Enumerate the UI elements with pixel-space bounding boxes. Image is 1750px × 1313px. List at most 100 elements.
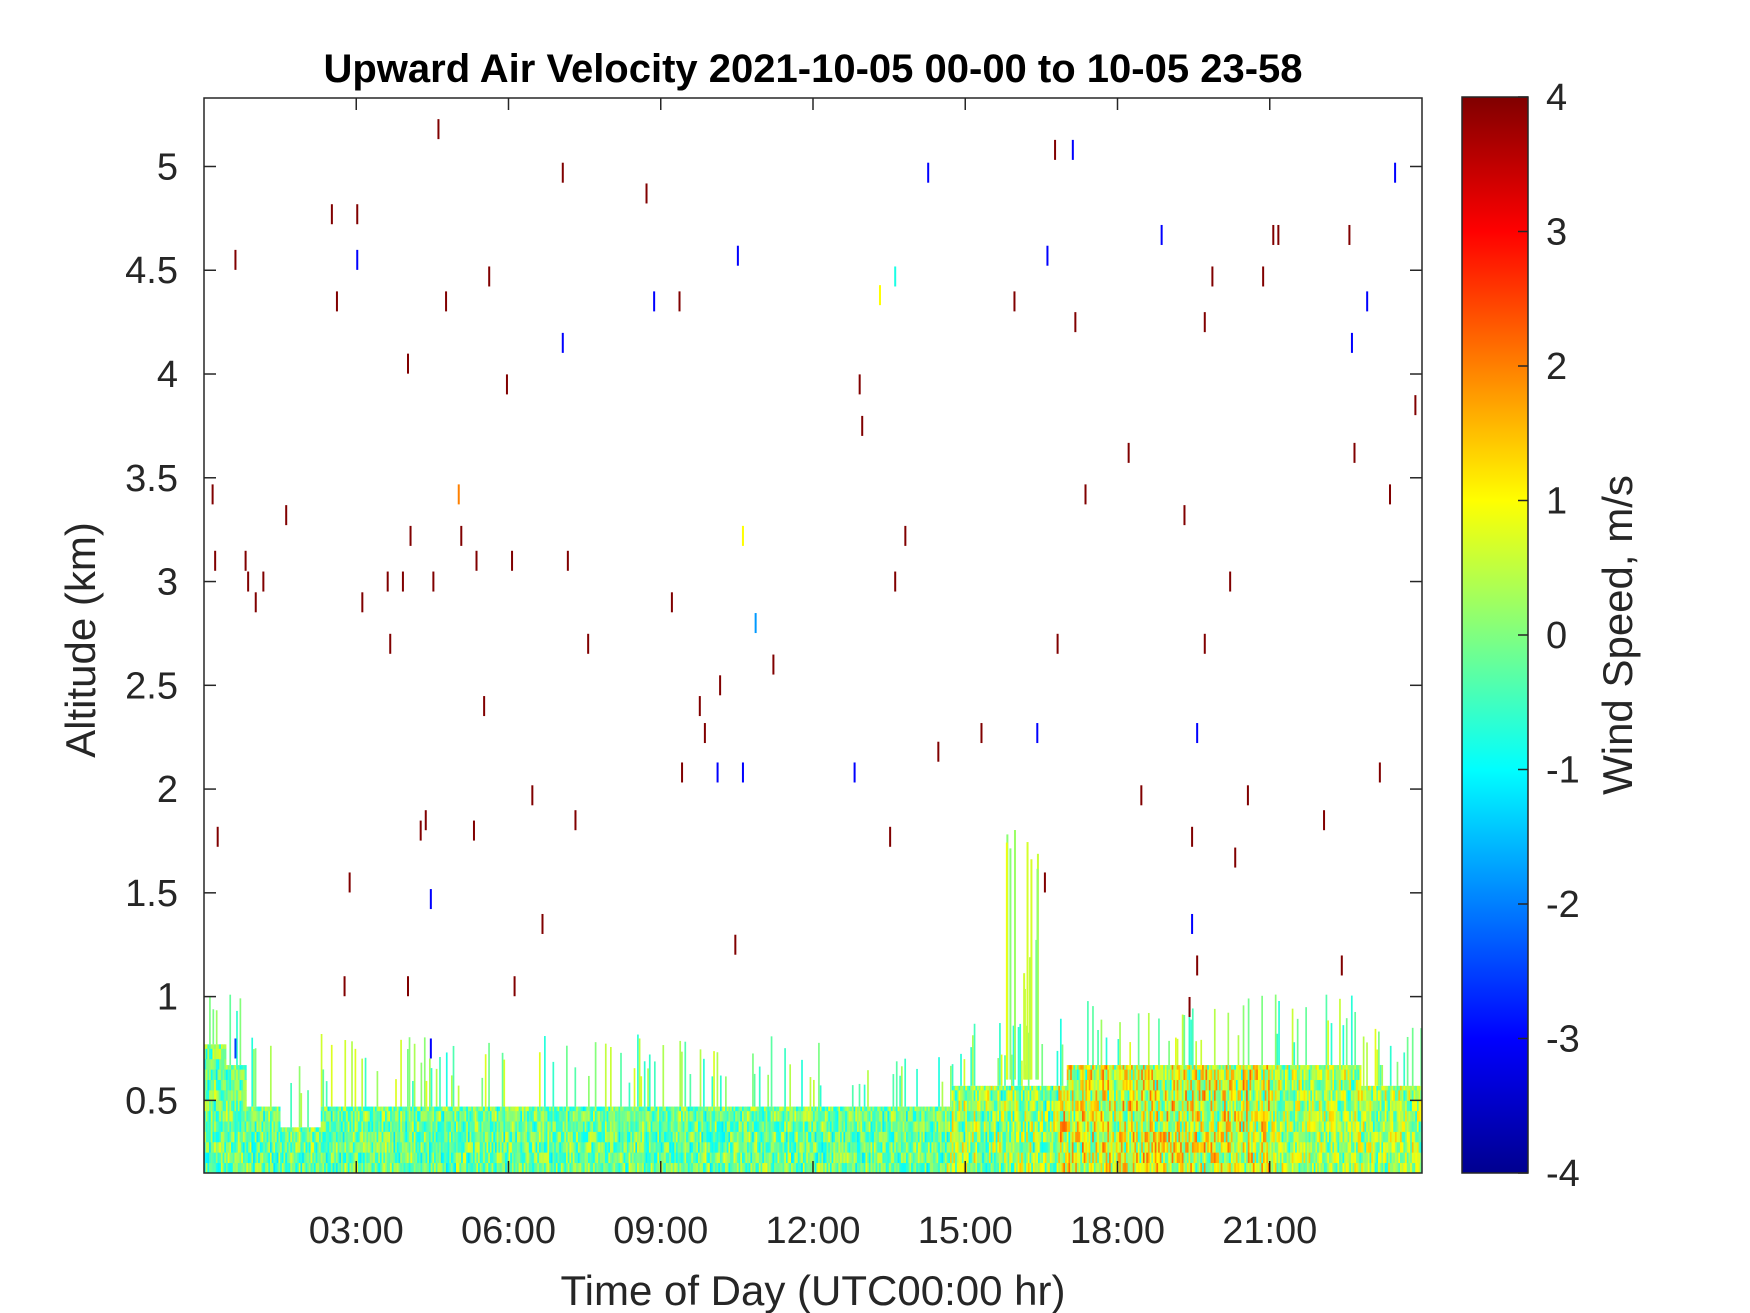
heatmap-cell — [977, 1131, 980, 1143]
heatmap-cell — [730, 1131, 733, 1143]
heatmap-cell — [354, 1048, 357, 1107]
heatmap-cell — [1002, 1085, 1005, 1091]
heatmap-cell — [569, 1152, 572, 1164]
heatmap-cell — [887, 1131, 890, 1143]
heatmap-cell — [461, 1121, 464, 1132]
heatmap-cell — [745, 1106, 748, 1112]
heatmap-cell — [1066, 1110, 1069, 1122]
heatmap-cell — [1102, 1162, 1105, 1174]
heatmap-cell — [354, 1152, 357, 1164]
heatmap-cell — [418, 1106, 421, 1112]
heatmap-cell — [875, 1152, 878, 1164]
heatmap-cell — [966, 1141, 970, 1153]
heatmap-cell — [829, 1162, 833, 1174]
heatmap-cell — [765, 1131, 768, 1143]
heatmap-cell — [588, 1152, 591, 1164]
heatmap-cell — [610, 1141, 613, 1153]
heatmap-cell — [1007, 1162, 1010, 1174]
heatmap-cell — [440, 1131, 443, 1143]
heatmap-cell — [769, 1110, 772, 1122]
heatmap-cell — [922, 1121, 926, 1132]
heatmap-cell — [1139, 1079, 1142, 1091]
heatmap-cell — [1175, 1121, 1178, 1132]
heatmap-cell — [1073, 1152, 1076, 1164]
heatmap-cell — [334, 1141, 337, 1153]
heatmap-cell — [596, 1121, 599, 1132]
heatmap-cell — [466, 1106, 469, 1112]
heatmap-cell — [1183, 1100, 1186, 1112]
heatmap-cell — [755, 1131, 758, 1143]
heatmap-cell — [242, 1152, 245, 1164]
heatmap-cell — [840, 1106, 843, 1112]
heatmap-cell — [958, 1089, 961, 1101]
heatmap-cell — [219, 1044, 222, 1049]
heatmap-cell — [1054, 1089, 1057, 1101]
heatmap-cell — [559, 1152, 562, 1164]
heatmap-cell — [1124, 1141, 1127, 1153]
heatmap-cell — [1036, 1152, 1039, 1164]
heatmap-cell — [667, 1152, 670, 1164]
heatmap-cell — [418, 1131, 421, 1143]
heatmap-cell — [934, 1141, 937, 1153]
heatmap-cell — [295, 1131, 298, 1143]
heatmap-cell — [655, 1121, 658, 1132]
heatmap-cell — [1183, 1110, 1186, 1122]
heatmap-cell — [432, 1121, 435, 1132]
heatmap-cell — [205, 1162, 208, 1174]
heatmap-cell — [488, 1141, 491, 1153]
heatmap-cell — [366, 1162, 369, 1174]
heatmap-cell — [337, 1106, 340, 1112]
heatmap-cell — [748, 1110, 751, 1122]
heatmap-cell — [366, 1106, 369, 1112]
heatmap-cell — [1114, 1131, 1117, 1143]
heatmap-cell — [655, 1152, 658, 1164]
heatmap-cell — [1021, 1131, 1024, 1143]
heatmap-cell — [719, 1131, 723, 1143]
heatmap-cell — [1097, 1162, 1100, 1174]
heatmap-cell — [933, 1162, 936, 1174]
heatmap-cell — [494, 1152, 498, 1164]
heatmap-cell — [215, 1044, 218, 1049]
heatmap-cell — [329, 1106, 332, 1112]
heatmap-cell — [735, 1121, 738, 1132]
heatmap-cell — [882, 1131, 885, 1143]
heatmap-cell — [467, 1162, 470, 1174]
heatmap-cell — [481, 1152, 484, 1164]
heatmap-cell — [412, 1110, 415, 1122]
heatmap-cell — [1027, 1131, 1030, 1143]
heatmap-cell — [500, 1131, 503, 1143]
heatmap-cell — [423, 1152, 427, 1164]
heatmap-cell — [549, 1131, 552, 1143]
heatmap-cell — [1068, 1162, 1071, 1174]
heatmap-cell — [813, 1152, 816, 1164]
heatmap-cell — [686, 1106, 689, 1112]
heatmap-cell — [689, 1110, 692, 1122]
heatmap-cell — [921, 1110, 924, 1122]
heatmap-cell — [413, 1121, 416, 1132]
heatmap-cell — [862, 1162, 865, 1174]
heatmap-cell — [1122, 1100, 1125, 1112]
heatmap-cell — [312, 1141, 315, 1153]
heatmap-cell — [450, 1106, 454, 1112]
heatmap-cell — [503, 1110, 506, 1122]
heatmap-cell — [491, 1141, 494, 1153]
heatmap-cell — [652, 1110, 655, 1122]
heatmap-cell — [1056, 1162, 1059, 1174]
heatmap-cell — [1213, 1162, 1217, 1174]
heatmap-cell — [1158, 1079, 1161, 1091]
heatmap-cell — [1027, 1100, 1030, 1112]
heatmap-cell — [975, 1085, 978, 1091]
heatmap-cell — [1124, 1131, 1127, 1143]
heatmap-cell — [723, 1141, 726, 1153]
heatmap-cell — [234, 1100, 237, 1112]
heatmap-cell — [1044, 1121, 1047, 1132]
heatmap-cell — [719, 1110, 723, 1122]
heatmap-cell — [762, 1141, 765, 1153]
heatmap-cell — [293, 1127, 296, 1132]
heatmap-cell — [1200, 1152, 1203, 1164]
heatmap-cell — [324, 1162, 327, 1174]
heatmap-cell — [1102, 1121, 1105, 1132]
heatmap-cell — [369, 1110, 372, 1122]
heatmap-cell — [231, 1152, 234, 1164]
heatmap-cell — [1080, 1069, 1083, 1081]
